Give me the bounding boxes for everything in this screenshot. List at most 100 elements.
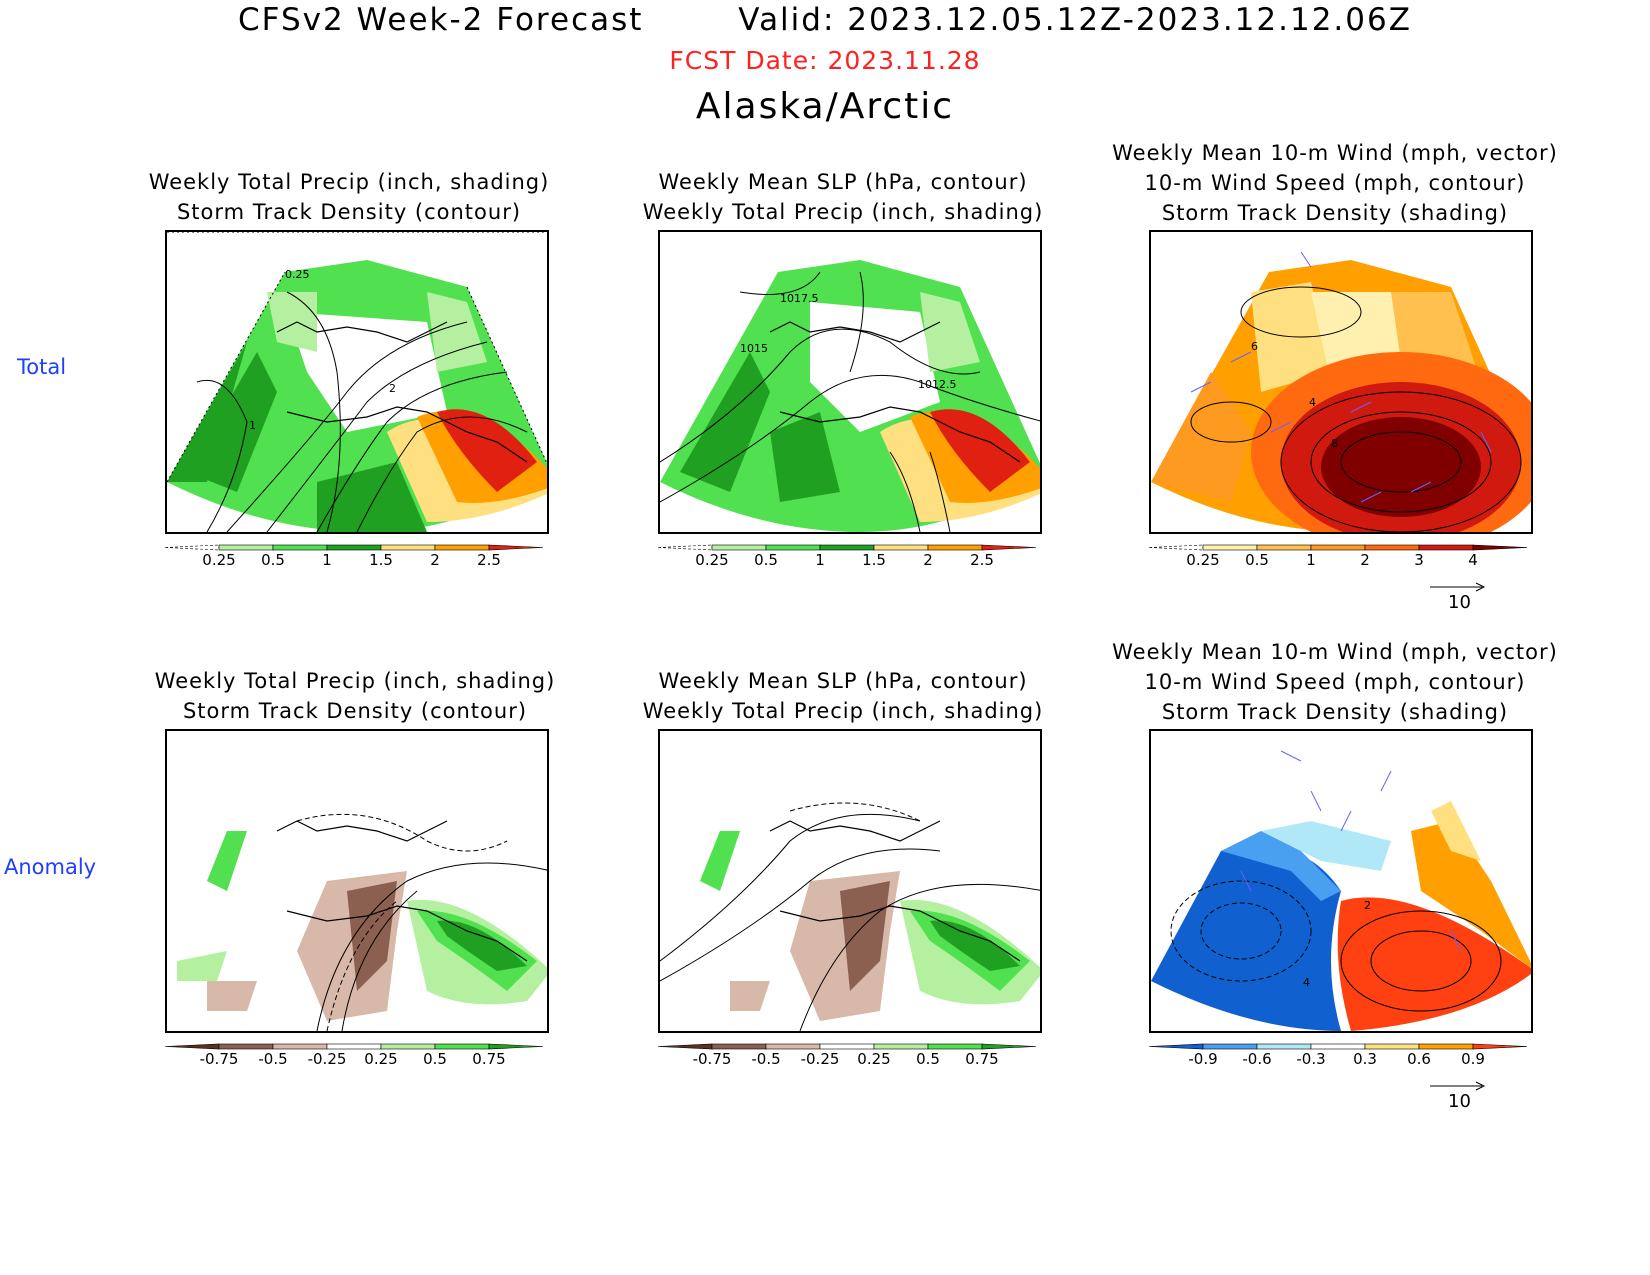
colorbar-tick-label: -0.5 [751,1050,780,1068]
colorbar-anom-slp: -0.75 -0.5 -0.25 0.25 0.5 0.75 [657,1043,1046,1078]
title-anom-slp: Weekly Mean SLP (hPa, contour) Weekly To… [642,669,1044,723]
colorbar-tick-label: 3 [1414,551,1424,569]
colorbar-swatch [657,544,713,551]
label: 4 [1303,976,1310,989]
colorbar-tick-label: -0.5 [258,1050,287,1068]
title-total-slp: Weekly Mean SLP (hPa, contour) Weekly To… [642,170,1044,224]
colorbar-tick-label: 0.75 [472,1050,505,1068]
colorbar-swatch [927,544,983,551]
colorbar-tick-label: -0.9 [1188,1050,1217,1068]
colorbar-swatch [873,1043,929,1050]
label: 6 [1251,340,1258,353]
forecast-date: FCST Date: 2023.11.28 [669,46,981,75]
colorbar-swatch [1202,1043,1258,1050]
reference-vector: 10 [1430,580,1490,613]
label: 1015 [740,342,768,355]
title-anom-precip: Weekly Total Precip (inch, shading) Stor… [154,669,556,723]
colorbar-tick-label: 0.9 [1461,1050,1485,1068]
colorbar-swatch [488,544,544,551]
title-anom-wind: Weekly Mean 10-m Wind (mph, vector) 10-m… [1112,640,1558,724]
colorbar-swatch [981,544,1037,551]
colorbar-tick-label: 2 [1360,551,1370,569]
colorbar-tick-label: 0.5 [1245,551,1269,569]
colorbar-total-slp: 0.25 0.5 1 1.5 2 2.5 [657,544,1046,579]
map-total-slp: 1017.5 1015 1012.5 [658,230,1042,534]
colorbar-total-wind: 0.25 0.5 1 2 3 4 [1148,544,1537,579]
title-right: Valid: 2023.12.05.12Z-2023.12.12.06Z [738,2,1412,38]
colorbar-swatch [218,1043,274,1050]
reference-vector-label: 10 [1448,1091,1471,1112]
colorbar-tick-label: -0.25 [308,1050,347,1068]
colorbar-anom-wind: -0.9 -0.6 -0.3 0.3 0.6 0.9 [1148,1043,1537,1078]
colorbar-swatch [1364,544,1420,551]
colorbar-swatch [218,544,274,551]
colorbar-swatch [488,1043,544,1050]
colorbar-swatch [1148,1043,1204,1050]
colorbar-tick-label: 2 [430,551,440,569]
colorbar-swatch [380,544,436,551]
colorbar-swatch [164,544,220,551]
arrow-right-icon [1430,582,1486,592]
colorbar-tick-label: 0.25 [857,1050,890,1068]
colorbar-tick-label: 1 [322,551,332,569]
label: 8 [1331,437,1338,450]
row-label-anomaly: Anomaly [4,855,97,879]
colorbar-swatch [711,544,767,551]
map-anom-precip [165,729,549,1033]
title-total-precip: Weekly Total Precip (inch, shading) Stor… [148,170,550,224]
map-total-wind: 6 4 8 [1149,230,1533,534]
colorbar-tick-label: 0.5 [916,1050,940,1068]
colorbar-swatch [272,1043,328,1050]
label: 2 [389,382,396,395]
colorbar-tick-label: 0.3 [1353,1050,1377,1068]
colorbar-swatch [1310,544,1366,551]
colorbar-swatch [981,1043,1037,1050]
colorbar-swatch [326,544,382,551]
label: 1017.5 [780,292,819,305]
colorbar-tick-label: 2.5 [970,551,994,569]
colorbar-swatch [711,1043,767,1050]
arrow-right-icon [1430,1081,1486,1091]
colorbar-swatch [1256,544,1312,551]
map-anom-wind: 2 4 [1149,729,1533,1033]
colorbar-swatch [1418,1043,1474,1050]
colorbar-tick-label: 0.25 [364,1050,397,1068]
colorbar-tick-label: 2 [923,551,933,569]
label: 2 [1364,899,1371,912]
colorbar-tick-label: 0.5 [261,551,285,569]
colorbar-tick-label: 0.25 [1186,551,1219,569]
colorbar-swatch [819,1043,875,1050]
colorbar-swatch [380,1043,436,1050]
colorbar-tick-label: -0.6 [1242,1050,1271,1068]
label: 1 [249,419,256,432]
main-title: CFSv2 Week-2 Forecast Valid: 2023.12.05.… [0,2,1650,38]
colorbar-swatch [765,544,821,551]
colorbar-tick-label: 1 [1306,551,1316,569]
colorbar-swatch [434,544,490,551]
reference-vector: 10 [1430,1079,1490,1112]
colorbar-swatch [1310,1043,1366,1050]
colorbar-tick-label: 0.5 [754,551,778,569]
colorbar-swatch [1148,544,1204,551]
region-title: Alaska/Arctic [695,86,955,127]
colorbar-swatch [873,544,929,551]
label: 1012.5 [918,378,957,391]
row-label-total: Total [17,355,67,379]
colorbar-swatch [434,1043,490,1050]
colorbar-swatch [819,544,875,551]
colorbar-swatch [1202,544,1258,551]
colorbar-swatch [765,1043,821,1050]
colorbar-swatch [164,1043,220,1050]
colorbar-swatch [1256,1043,1312,1050]
map-anom-slp [658,729,1042,1033]
title-total-wind: Weekly Mean 10-m Wind (mph, vector) 10-m… [1112,141,1558,225]
colorbar-swatch [1364,1043,1420,1050]
colorbar-swatch [1472,544,1528,551]
colorbar-tick-label: -0.75 [200,1050,239,1068]
colorbar-tick-label: 1 [815,551,825,569]
colorbar-tick-label: 4 [1468,551,1478,569]
map-total-precip: 0.25 2 1 [165,230,549,534]
colorbar-tick-label: 1.5 [862,551,886,569]
colorbar-tick-label: 1.5 [369,551,393,569]
colorbar-swatch [657,1043,713,1050]
